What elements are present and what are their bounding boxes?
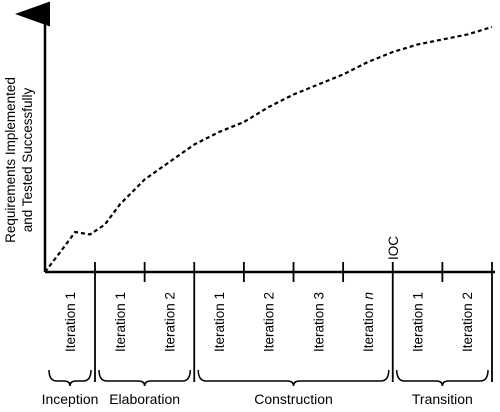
iteration-label: Iteration 2 (460, 292, 475, 352)
series-line (44, 25, 493, 273)
iteration-labels: Iteration 1 Iteration 1 Iteration 2 Iterati… (63, 292, 475, 352)
x-ticks (94, 262, 493, 382)
iteration-label: Iteration 3 (311, 292, 326, 352)
iteration-label: Iteration 2 (162, 292, 177, 352)
phase-bracket (98, 369, 191, 387)
iteration-label: Iteration 1 (411, 292, 426, 352)
series-group (44, 25, 493, 273)
phase-brackets: Inception Elaboration Construction Transiti… (42, 369, 489, 407)
phase-label: Transition (412, 391, 473, 407)
iteration-label: Iteration 1 (212, 292, 227, 352)
phase-label: Construction (254, 391, 333, 407)
ioc-label: IOC (386, 236, 401, 260)
phase-label: Inception (42, 391, 99, 407)
axes (15, 1, 495, 274)
phase-bracket (396, 369, 489, 387)
iteration-label: Iteration 1 (113, 292, 128, 352)
phase-bracket (197, 369, 390, 387)
iteration-label: Iteration 1 (63, 292, 78, 352)
phase-bracket (48, 369, 92, 387)
iteration-label: Iteration n (361, 292, 376, 352)
phase-label: Elaboration (109, 391, 180, 407)
y-axis-label-line1: Requirements Implemented (3, 77, 18, 243)
y-axis-label-line2: and Tested Successfully (20, 87, 35, 232)
iteration-label: Iteration 2 (262, 292, 277, 352)
